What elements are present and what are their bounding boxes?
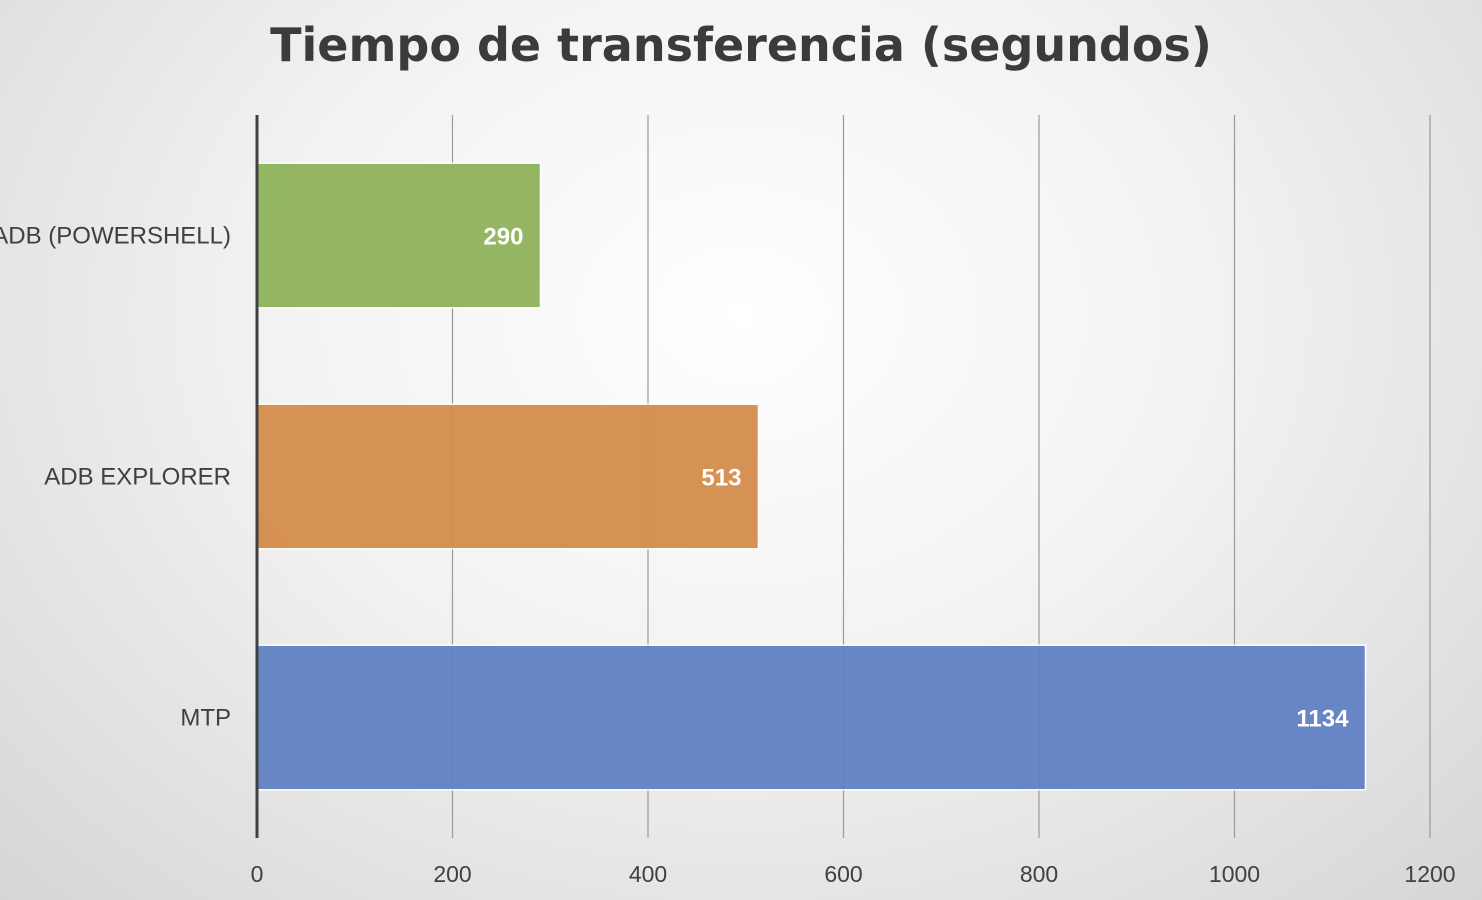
bar (256, 644, 1367, 791)
bar (256, 403, 760, 550)
data-label: 290 (483, 224, 523, 251)
category-label: ADB (POWERSHELL) (0, 223, 231, 250)
data-label: 513 (701, 465, 741, 492)
labels: 0 200 400 600 800 1000 1200 290 ADB (POWERSHELL)… (0, 223, 1456, 888)
x-tick-label: 400 (629, 861, 667, 887)
category-label: ADB EXPLORER (44, 464, 231, 491)
x-tick-label: 0 (251, 861, 264, 887)
x-tick-label: 1000 (1209, 861, 1260, 887)
data-label: 1134 (1296, 706, 1349, 733)
category-label: MTP (180, 705, 231, 732)
x-tick-label: 1200 (1404, 861, 1455, 887)
x-tick-label: 600 (824, 861, 862, 887)
bar (256, 162, 542, 309)
x-tick-label: 200 (433, 861, 471, 887)
bars (256, 162, 1367, 791)
x-tick-label: 800 (1020, 861, 1058, 887)
chart-title: Tiempo de transferencia (segundos) (270, 18, 1212, 72)
